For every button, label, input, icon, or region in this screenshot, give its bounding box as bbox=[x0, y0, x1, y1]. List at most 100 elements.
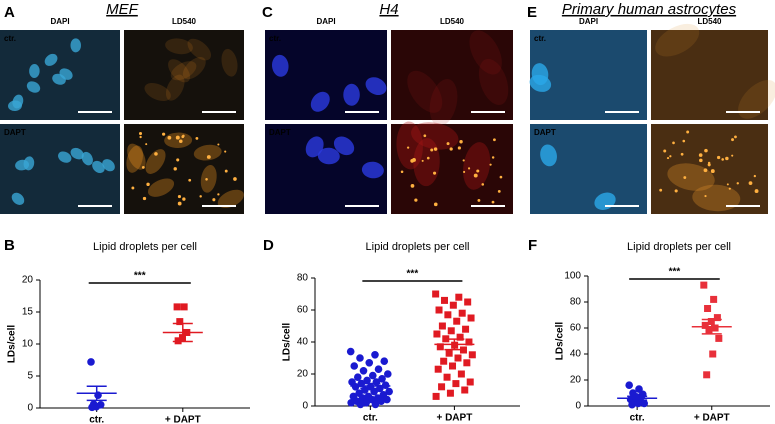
cell-body bbox=[469, 30, 502, 75]
y-tick-label: 60 bbox=[570, 323, 582, 334]
cell-body bbox=[144, 82, 171, 102]
cell-body bbox=[411, 122, 459, 150]
droplet bbox=[176, 158, 180, 162]
droplet bbox=[426, 156, 430, 160]
data-point bbox=[462, 325, 470, 333]
droplet bbox=[704, 148, 708, 153]
chart-title: Lipid droplets per cell bbox=[366, 241, 470, 253]
panel-letter: C bbox=[262, 4, 273, 21]
data-point bbox=[347, 399, 355, 407]
panel-letter: A bbox=[4, 4, 15, 21]
droplet bbox=[748, 181, 753, 185]
data-point bbox=[365, 359, 374, 367]
data-point bbox=[705, 327, 713, 335]
data-point bbox=[445, 349, 453, 357]
cell-body bbox=[182, 56, 206, 80]
data-point bbox=[715, 334, 723, 342]
y-tick-label: 60 bbox=[297, 305, 309, 316]
panel-title: Primary human astrocytes bbox=[562, 1, 737, 18]
droplet bbox=[491, 156, 495, 159]
cell-body bbox=[667, 163, 715, 191]
droplet bbox=[707, 163, 711, 167]
micrograph bbox=[651, 124, 768, 214]
droplet bbox=[142, 196, 147, 201]
droplet bbox=[430, 148, 434, 152]
row-label: ctr. bbox=[269, 34, 281, 43]
droplet bbox=[146, 182, 150, 187]
data-point bbox=[370, 387, 378, 396]
chart-title: Lipid droplets per cell bbox=[93, 241, 197, 253]
data-point bbox=[628, 400, 636, 409]
data-point bbox=[640, 399, 648, 408]
droplet bbox=[400, 170, 404, 174]
column-label: DAPI bbox=[50, 17, 69, 26]
significance-label: *** bbox=[407, 269, 419, 280]
x-tick-label: ctr. bbox=[363, 413, 378, 424]
data-point bbox=[713, 314, 721, 322]
data-point bbox=[356, 354, 364, 362]
droplet bbox=[736, 182, 739, 185]
data-point bbox=[465, 338, 473, 346]
droplet bbox=[188, 178, 192, 182]
data-point bbox=[455, 293, 463, 301]
nucleus bbox=[310, 91, 330, 112]
nucleus bbox=[70, 147, 84, 160]
panel-title: H4 bbox=[379, 1, 398, 18]
nucleus bbox=[365, 77, 387, 96]
data-point bbox=[378, 375, 386, 383]
panel-letter: D bbox=[263, 237, 274, 254]
data-point bbox=[180, 303, 188, 311]
droplet bbox=[659, 188, 663, 192]
nucleus bbox=[81, 151, 93, 166]
droplet bbox=[682, 139, 686, 143]
droplet bbox=[167, 135, 172, 140]
data-point bbox=[436, 343, 444, 351]
cell-body bbox=[692, 184, 741, 212]
sem-whisker bbox=[627, 395, 648, 401]
y-tick-label: 80 bbox=[297, 273, 309, 284]
row-label: DAPT bbox=[269, 128, 291, 137]
droplet bbox=[206, 155, 211, 159]
data-point bbox=[458, 309, 466, 317]
droplet bbox=[145, 143, 148, 146]
data-point bbox=[452, 380, 460, 388]
x-tick-label: ctr. bbox=[630, 413, 645, 424]
data-point bbox=[449, 301, 457, 309]
cell-body bbox=[170, 61, 197, 81]
data-point bbox=[703, 371, 711, 379]
droplet bbox=[162, 132, 166, 136]
droplet bbox=[467, 167, 471, 170]
data-point bbox=[368, 371, 377, 380]
data-point bbox=[381, 381, 390, 390]
nucleus bbox=[305, 136, 324, 158]
cell-body bbox=[429, 78, 458, 127]
data-point bbox=[447, 327, 455, 335]
cell-body bbox=[147, 178, 175, 197]
cell-body bbox=[200, 164, 217, 193]
nucleus bbox=[70, 38, 81, 53]
droplet bbox=[734, 135, 737, 139]
droplet bbox=[154, 152, 158, 156]
nucleus bbox=[102, 159, 115, 172]
droplet bbox=[716, 155, 721, 160]
data-point bbox=[383, 395, 391, 404]
droplet bbox=[731, 138, 734, 142]
panel-letter: B bbox=[4, 237, 15, 254]
droplet bbox=[233, 177, 237, 181]
micrograph bbox=[124, 124, 244, 214]
droplet bbox=[406, 146, 410, 149]
data-point bbox=[711, 324, 719, 332]
nucleus bbox=[59, 68, 73, 80]
x-tick-label: ctr. bbox=[89, 415, 104, 424]
sem-whisker bbox=[172, 322, 193, 343]
droplet bbox=[177, 194, 182, 199]
nucleus bbox=[317, 147, 340, 165]
droplet bbox=[139, 135, 142, 139]
y-tick-label: 20 bbox=[297, 369, 309, 380]
data-point bbox=[461, 386, 469, 394]
droplet bbox=[497, 189, 501, 193]
data-point bbox=[710, 295, 718, 303]
significance-label: *** bbox=[134, 271, 146, 282]
chart-title: Lipid droplets per cell bbox=[627, 241, 731, 253]
